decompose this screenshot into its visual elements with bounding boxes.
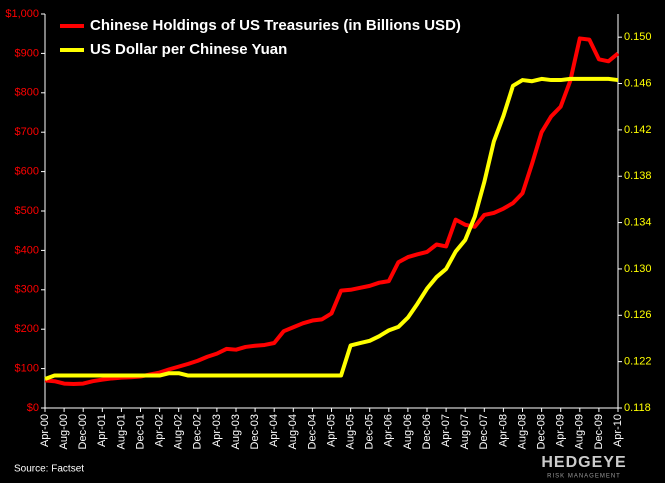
y2-tick-label: 0.130 <box>624 263 652 275</box>
x-tick-label: Aug-03 <box>230 414 242 449</box>
x-tick-label: Aug-04 <box>287 414 299 449</box>
series-line <box>44 76 619 381</box>
y-tick-label: $500 <box>15 205 39 217</box>
x-tick-label: Apr-10 <box>612 414 624 447</box>
x-tick-label: Aug-01 <box>115 414 127 449</box>
x-tick-label: Aug-06 <box>402 414 414 449</box>
y2-tick-label: 0.118 <box>624 402 651 414</box>
x-tick-label: Dec-01 <box>134 414 146 449</box>
y-tick-label: $1,000 <box>5 8 39 20</box>
x-tick-label: Aug-08 <box>516 414 528 449</box>
x-tick-label: Dec-02 <box>192 414 204 449</box>
y-tick-label: $100 <box>15 363 39 375</box>
x-tick-label: Apr-09 <box>555 414 567 447</box>
x-tick-label: Apr-08 <box>497 414 509 447</box>
x-tick-label: Apr-00 <box>39 414 51 447</box>
x-tick-label: Aug-00 <box>58 414 70 449</box>
x-tick-label: Dec-00 <box>77 414 89 449</box>
y-tick-label: $900 <box>15 47 39 59</box>
y2-tick-label: 0.150 <box>624 31 652 43</box>
y2-tick-label: 0.138 <box>624 170 652 182</box>
x-tick-label: Dec-04 <box>306 414 318 449</box>
x-tick-label: Aug-09 <box>574 414 586 449</box>
x-tick-label: Apr-06 <box>383 414 395 447</box>
y-tick-label: $200 <box>15 323 39 335</box>
y2-tick-label: 0.122 <box>624 356 652 368</box>
x-tick-label: Dec-06 <box>421 414 433 449</box>
x-tick-label: Dec-09 <box>593 414 605 449</box>
x-tick-label: Apr-04 <box>268 414 280 447</box>
y-tick-label: $700 <box>15 126 39 138</box>
y-tick-label: $800 <box>15 87 39 99</box>
y2-tick-label: 0.134 <box>624 216 652 228</box>
source-note: Source: Factset <box>14 464 84 475</box>
logo-tagline: RISK MANAGEMENT <box>547 474 621 480</box>
x-tick-label: Aug-07 <box>459 414 471 449</box>
series-line <box>44 36 620 386</box>
legend-label: US Dollar per Chinese Yuan <box>90 41 287 58</box>
x-tick-label: Dec-03 <box>249 414 261 449</box>
y2-tick-label: 0.146 <box>624 77 652 89</box>
x-tick-label: Dec-07 <box>478 414 490 449</box>
x-tick-label: Dec-05 <box>364 414 376 449</box>
x-tick-label: Aug-02 <box>173 414 185 449</box>
x-tick-label: Aug-05 <box>345 414 357 449</box>
logo: HEDGEYE <box>541 454 626 471</box>
x-tick-label: Apr-07 <box>440 414 452 447</box>
y2-tick-label: 0.126 <box>624 309 652 321</box>
x-tick-label: Dec-08 <box>536 414 548 449</box>
y-tick-label: $600 <box>15 166 39 178</box>
x-tick-label: Apr-01 <box>96 414 108 447</box>
x-tick-label: Apr-02 <box>154 414 166 447</box>
y-tick-label: $400 <box>15 244 39 256</box>
y-tick-label: $0 <box>27 402 39 414</box>
y-tick-label: $300 <box>15 284 39 296</box>
legend-label: Chinese Holdings of US Treasuries (in Bi… <box>90 17 461 34</box>
x-tick-label: Apr-05 <box>325 414 337 447</box>
x-tick-label: Apr-03 <box>211 414 223 447</box>
y2-tick-label: 0.142 <box>624 124 652 136</box>
